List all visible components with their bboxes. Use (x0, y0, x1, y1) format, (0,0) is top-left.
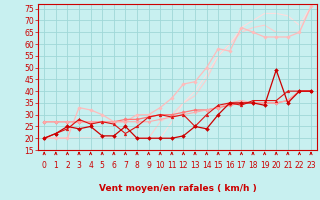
X-axis label: Vent moyen/en rafales ( km/h ): Vent moyen/en rafales ( km/h ) (99, 184, 256, 193)
